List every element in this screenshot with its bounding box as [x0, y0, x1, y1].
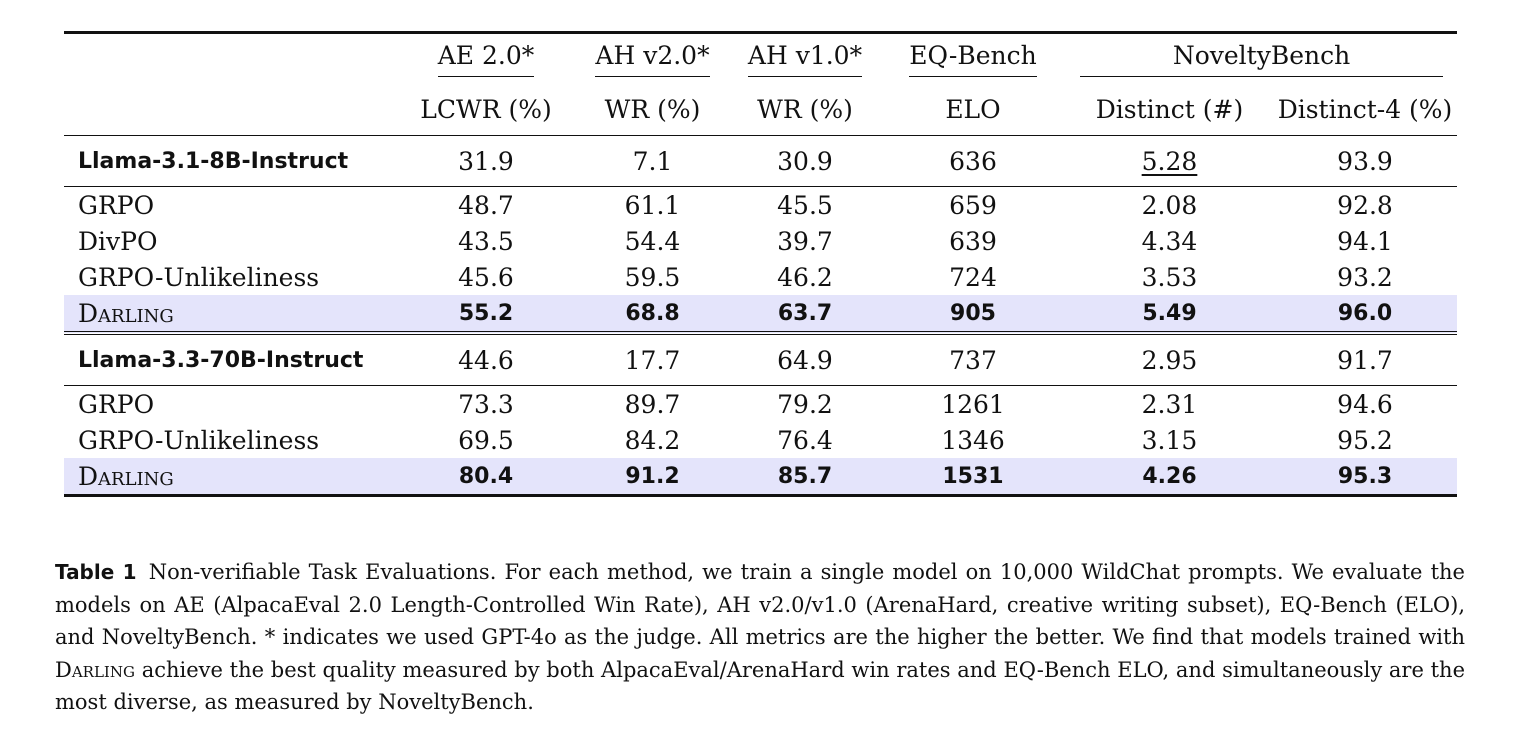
table-cell: 2.08 — [1066, 186, 1273, 223]
table-cell: 2.95 — [1066, 331, 1273, 386]
table-row: DivPO 43.5 54.4 39.7 639 4.34 94.1 — [64, 223, 1457, 259]
table-cell: 96.0 — [1273, 295, 1458, 333]
table-cell: 68.8 — [575, 295, 730, 333]
method-name: DivPO — [78, 226, 158, 256]
table-cell: 95.2 — [1337, 425, 1393, 455]
results-table: AE 2.0* AH v2.0* AH v1.0* EQ-Bench Novel… — [64, 31, 1458, 497]
method-name: Llama-3.3-70B-Instruct — [64, 331, 397, 386]
table-cell: 2.31 — [1066, 385, 1273, 422]
table-cell: 54.4 — [624, 226, 681, 256]
table-row-base-model: Llama-3.3-70B-Instruct 44.6 17.7 64.9 73… — [64, 331, 1458, 386]
table-cell: 94.1 — [1337, 226, 1393, 256]
table-cell: 30.9 — [730, 135, 880, 187]
method-name: GRPO-Unlikeliness — [78, 262, 320, 292]
table-cell: 45.5 — [730, 186, 880, 223]
table-cell: 5.28 — [1066, 135, 1273, 187]
header-group: AE 2.0* — [397, 31, 575, 84]
table-cell: 91.7 — [1273, 331, 1458, 386]
method-name: Darling — [64, 458, 397, 497]
table-cell: 724 — [949, 262, 997, 292]
table-row: GRPO-Unlikeliness 45.6 59.5 46.2 724 3.5… — [64, 259, 1457, 295]
table-cell: 84.2 — [624, 425, 681, 455]
table-cell: 1261 — [880, 385, 1066, 422]
caption-text: achieve the best quality measured by bot… — [55, 657, 1465, 715]
table-cell: 48.7 — [397, 186, 575, 223]
column-header: WR (%) — [757, 95, 853, 124]
table-cell: 45.6 — [458, 262, 514, 292]
table-cell: 5.49 — [1066, 295, 1273, 333]
table-cell: 46.2 — [777, 262, 833, 292]
table-cell: 69.5 — [458, 425, 514, 455]
table-cell: 4.26 — [1066, 458, 1273, 497]
table-cell: 59.5 — [624, 262, 681, 292]
column-header: LCWR (%) — [420, 95, 552, 124]
table-cell: 39.7 — [777, 226, 833, 256]
table-cell: 17.7 — [575, 331, 730, 386]
table-cell: 91.2 — [575, 458, 730, 497]
header-group: EQ-Bench — [880, 31, 1066, 84]
table-row-base-model: Llama-3.1-8B-Instruct 31.9 7.1 30.9 636 … — [64, 135, 1458, 187]
header-group: NoveltyBench — [1066, 31, 1458, 84]
table-cell: 639 — [949, 226, 997, 256]
table-cell: 80.4 — [397, 458, 575, 497]
caption-label: Table 1 — [55, 560, 137, 584]
table-cell: 64.9 — [730, 331, 880, 386]
caption-text: Non-verifiable Task Evaluations. For eac… — [55, 560, 1465, 649]
table-cell: 73.3 — [397, 385, 575, 422]
table-row-highlighted: Darling 55.2 68.8 63.7 905 5.49 96.0 — [64, 295, 1458, 333]
method-name: Darling — [64, 295, 397, 333]
table-cell: 1346 — [941, 425, 1005, 455]
subheader-row: LCWR (%) WR (%) WR (%) ELO Distinct (#) … — [64, 84, 1457, 136]
method-name: GRPO — [64, 186, 397, 223]
underlined-value: 5.28 — [1141, 146, 1198, 176]
header-group: AH v2.0* — [575, 31, 730, 84]
table-cell: 92.8 — [1273, 186, 1458, 223]
table-cell: 76.4 — [777, 425, 833, 455]
table-caption: Table 1 Non-verifiable Task Evaluations.… — [55, 556, 1465, 719]
table-row: GRPO 73.3 89.7 79.2 1261 2.31 94.6 — [64, 385, 1458, 422]
table-cell: 93.9 — [1273, 135, 1458, 187]
table-row: GRPO 48.7 61.1 45.5 659 2.08 92.8 — [64, 186, 1458, 223]
table-cell: 3.53 — [1141, 262, 1198, 292]
table-cell: 55.2 — [397, 295, 575, 333]
column-header: WR (%) — [604, 95, 701, 124]
table-cell: 737 — [880, 331, 1066, 386]
table-cell: 85.7 — [730, 458, 880, 497]
table-cell: 95.3 — [1273, 458, 1458, 497]
method-name: Llama-3.1-8B-Instruct — [64, 135, 397, 187]
table-cell: 3.15 — [1141, 425, 1198, 455]
table-cell: 61.1 — [575, 186, 730, 223]
header-group: AH v1.0* — [730, 31, 880, 84]
header-group-row: AE 2.0* AH v2.0* AH v1.0* EQ-Bench Novel… — [64, 31, 1458, 84]
table-cell: 63.7 — [730, 295, 880, 333]
table-cell: 93.2 — [1337, 262, 1393, 292]
method-name: GRPO — [64, 385, 397, 422]
table-cell: 79.2 — [730, 385, 880, 422]
table-cell: 94.6 — [1273, 385, 1458, 422]
table-row: GRPO-Unlikeliness 69.5 84.2 76.4 1346 3.… — [64, 422, 1457, 458]
table-cell: 43.5 — [458, 226, 514, 256]
table-cell: 659 — [880, 186, 1066, 223]
table-cell: 89.7 — [575, 385, 730, 422]
table-cell: 905 — [880, 295, 1066, 333]
column-header: Distinct-4 (%) — [1277, 95, 1453, 124]
table-cell: 636 — [880, 135, 1066, 187]
table-cell: 31.9 — [397, 135, 575, 187]
caption-method-name: Darling — [55, 657, 135, 682]
method-name: GRPO-Unlikeliness — [78, 425, 320, 455]
column-header: ELO — [945, 95, 1001, 124]
column-header: Distinct (#) — [1095, 95, 1244, 124]
table-row-highlighted: Darling 80.4 91.2 85.7 1531 4.26 95.3 — [64, 458, 1458, 497]
table-cell: 1531 — [880, 458, 1066, 497]
table-cell: 44.6 — [397, 331, 575, 386]
table-cell: 4.34 — [1141, 226, 1198, 256]
table-cell: 7.1 — [575, 135, 730, 187]
